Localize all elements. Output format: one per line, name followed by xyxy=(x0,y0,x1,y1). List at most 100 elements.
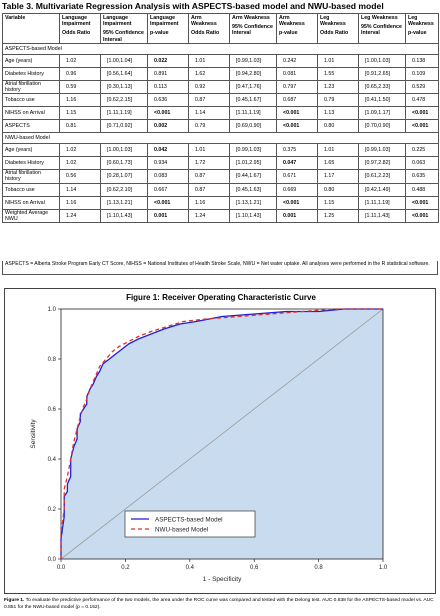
table-cell: [0.91,2.65] xyxy=(358,66,406,81)
table-cell: 0.87 xyxy=(188,169,230,184)
table-cell: 1.17 xyxy=(317,169,359,184)
table-row: Age (years) 1.02 [1.00,1.04] 0.022 1.01 [0.99… xyxy=(2,53,439,68)
table-cell: 0.081 xyxy=(276,66,318,81)
table-footnote: ASPECTS = Alberta Stroke Program Early C… xyxy=(2,261,438,275)
y-tick-label: 0.4 xyxy=(48,457,57,463)
table-cell: 1.02 xyxy=(59,53,101,68)
table-cell: 1.16 xyxy=(188,195,230,210)
table-cell: 0.047 xyxy=(276,156,318,171)
table-cell: <0.001 xyxy=(405,195,439,210)
table-cell: 0.87 xyxy=(188,182,230,197)
figure-title: Figure 1: Receiver Operating Characteris… xyxy=(126,293,316,302)
series-line-0 xyxy=(60,308,383,559)
table-row: ASPECTS 0.81 [0.71,0.92] 0.002 0.79 [0.69,0.9… xyxy=(2,119,439,134)
table-cell: <0.001 xyxy=(147,195,189,210)
table-cell: [0.42,1.49] xyxy=(358,182,406,197)
table-cell: <0.001 xyxy=(276,195,318,210)
table-cell: 0.87 xyxy=(188,93,230,108)
variable-cell: Atrial fibrillation history xyxy=(2,79,60,95)
header-cell: Language Impairment p-value xyxy=(147,13,189,44)
table-cell: [0.30,1.13] xyxy=(100,79,148,95)
table-cell: [1.11,1.19] xyxy=(358,195,406,210)
variable-cell: Atrial fibrillation history xyxy=(2,169,60,184)
table-cell: [1.13,1.21] xyxy=(100,195,148,210)
header-cell: Arm Weakness p-value xyxy=(276,13,318,44)
table-cell: 0.81 xyxy=(59,119,101,134)
table-cell: [1.11,1.43] xyxy=(358,208,406,224)
table-cell: 1.13 xyxy=(317,106,359,121)
table-cell: 1.01 xyxy=(317,53,359,68)
table-row: NIHSS on Arrival 1.16 [1.13,1.21] <0.001 1.1… xyxy=(2,195,439,210)
table-cell: 1.01 xyxy=(188,53,230,68)
table-cell: <0.001 xyxy=(405,106,439,121)
table-cell: 1.72 xyxy=(188,156,230,171)
table-cell: <0.001 xyxy=(276,106,318,121)
variable-cell: ASPECTS xyxy=(2,119,60,134)
header-cell: Language Impairment Odds Ratio xyxy=(59,13,101,44)
table-section-row: NWU-based Model xyxy=(2,132,439,145)
table-cell: 0.59 xyxy=(59,79,101,95)
table-cell: <0.001 xyxy=(405,208,439,224)
variable-cell: Diabetes History xyxy=(2,66,60,81)
table-cell: 0.687 xyxy=(276,93,318,108)
table-cell: 0.96 xyxy=(59,66,101,81)
table-cell: 1.24 xyxy=(188,208,230,224)
x-tick-label: 0.6 xyxy=(250,565,259,571)
header-cell: Arm Weakness 95% Confidence Interval xyxy=(229,13,277,44)
section-label: NWU-based Model xyxy=(2,132,439,145)
reference-line xyxy=(60,308,384,560)
table-cell: 0.79 xyxy=(317,93,359,108)
table-row: Tobacco use 1.14 [0.62,2.10] 0.667 0.87 [0.45… xyxy=(2,182,439,197)
table-cell: [0.65,2.33] xyxy=(358,79,406,95)
table-row: Weighted Average NWU 1.24 [1.10,1.43] 0.001… xyxy=(2,208,439,224)
table-cell: <0.001 xyxy=(276,119,318,134)
table-body: ASPECTS-based Model Age (years) 1.02 [1.00,… xyxy=(2,42,439,224)
table-cell: 0.022 xyxy=(147,53,189,68)
legend-label-1: NWU-based Model xyxy=(155,526,208,533)
section-label: ASPECTS-based Model xyxy=(2,42,439,55)
table-cell: [0.62,2.10] xyxy=(100,182,148,197)
table-cell: 0.001 xyxy=(147,208,189,224)
table-cell: 0.001 xyxy=(276,208,318,224)
table-cell: 1.02 xyxy=(59,143,101,158)
table-cell: 1.65 xyxy=(317,156,359,171)
table-cell: [0.71,0.92] xyxy=(100,119,148,134)
x-tick-label: 1.0 xyxy=(379,565,388,571)
table-cell: [0.28,1.07] xyxy=(100,169,148,184)
y-tick-label: 0.0 xyxy=(48,557,57,563)
table-row: Age (years) 1.02 [1.00,1.03] 0.042 1.01 [0.99… xyxy=(2,143,439,158)
legend-label-0: ASPECTS-based Model xyxy=(155,516,223,523)
table-cell: [0.45,1.63] xyxy=(229,182,277,197)
table-cell: 0.242 xyxy=(276,53,318,68)
table-cell: 1.24 xyxy=(59,208,101,224)
table-cell: 1.02 xyxy=(59,156,101,171)
table-cell: [0.61,2.23] xyxy=(358,169,406,184)
table-cell: [0.97,2.82] xyxy=(358,156,406,171)
table-row: Diabetes History 1.02 [0.60,1.73] 0.934 1.72… xyxy=(2,156,439,171)
table-cell: 0.671 xyxy=(276,169,318,184)
table-row: Tobacco use 1.16 [0.62,2.15] 0.636 0.87 [0.45… xyxy=(2,93,439,108)
table-cell: 0.488 xyxy=(405,182,439,197)
table-cell: 1.01 xyxy=(317,143,359,158)
table-cell: 0.529 xyxy=(405,79,439,95)
table-cell: 1.15 xyxy=(59,106,101,121)
table-cell: [1.00,1.04] xyxy=(100,53,148,68)
table-cell: 0.797 xyxy=(276,79,318,95)
header-cell: Leg Weakness Odds Ratio xyxy=(317,13,359,44)
variable-cell: Weighted Average NWU xyxy=(2,208,60,224)
table-cell: [0.94,2.80] xyxy=(229,66,277,81)
table-cell: 1.25 xyxy=(317,208,359,224)
table-cell: [1.00,1.03] xyxy=(100,143,148,158)
table-cell: 0.667 xyxy=(147,182,189,197)
table-cell: 1.14 xyxy=(59,182,101,197)
table-cell: 0.109 xyxy=(405,66,439,81)
table-cell: 1.14 xyxy=(188,106,230,121)
table-cell: 0.225 xyxy=(405,143,439,158)
table-cell: 1.15 xyxy=(317,195,359,210)
table-cell: 0.113 xyxy=(147,79,189,95)
variable-cell: Age (years) xyxy=(2,143,60,158)
table-title: Table 3. Multivariate Regression Analysi… xyxy=(2,1,384,11)
table-cell: 0.083 xyxy=(147,169,189,184)
table-row: NIHSS on Arrival 1.15 [1.11,1.19] <0.001 1.1… xyxy=(2,106,439,121)
x-tick-label: 0.0 xyxy=(57,565,66,571)
